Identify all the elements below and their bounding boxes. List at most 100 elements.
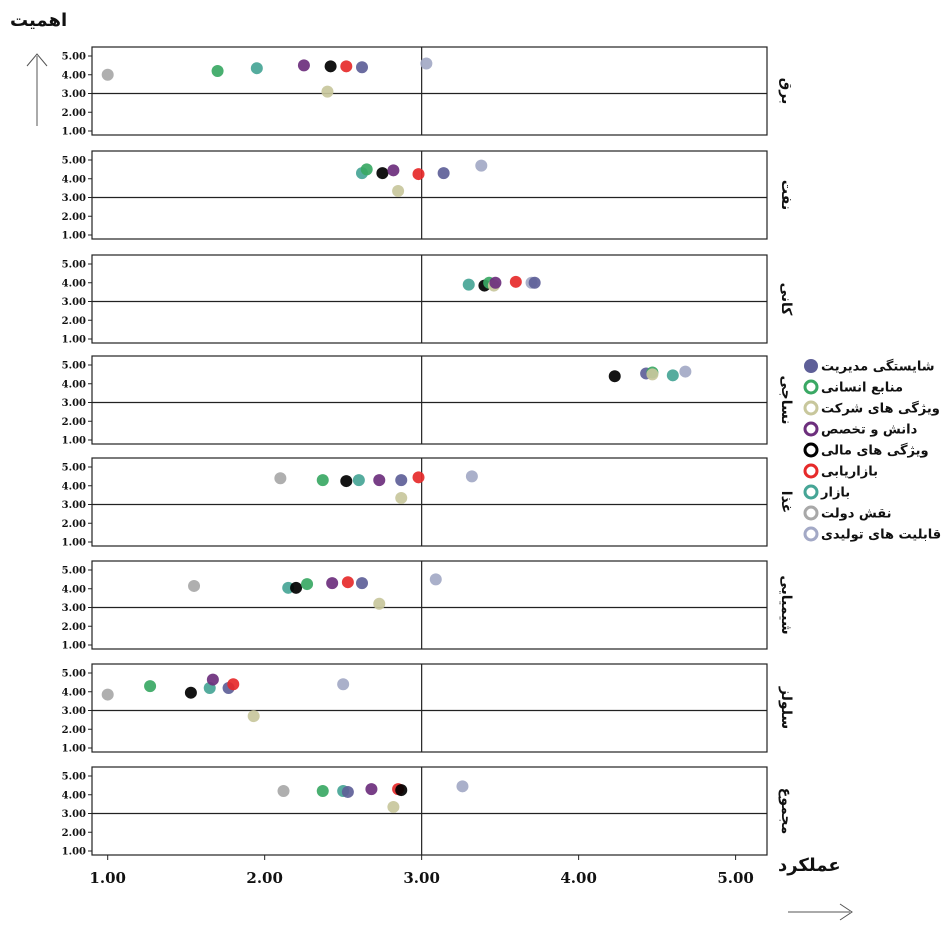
data-point — [277, 785, 290, 797]
panel-label: سلولز — [778, 686, 794, 729]
y-tick-label: 3.00 — [62, 809, 86, 820]
y-tick-label: 2.00 — [62, 725, 86, 736]
data-point — [341, 576, 354, 589]
legend-label: بازار — [820, 486, 850, 501]
y-tick-label: 1.00 — [62, 641, 86, 652]
panel-label: نساجی — [778, 375, 794, 424]
panel-label: کانی — [778, 283, 794, 317]
data-point — [420, 57, 433, 70]
panel-2: 1.00 2.00 3.00 4.00 5.00 نفت — [62, 150, 794, 242]
x-tick-label: 1.00 — [89, 869, 126, 887]
y-axis-title: اهمیت — [10, 10, 67, 31]
y-tick-label: 3.00 — [62, 89, 86, 100]
legend-label: نقش دولت — [821, 507, 892, 522]
y-tick-label: 1.00 — [62, 847, 86, 858]
data-point — [360, 163, 373, 176]
panel-5: 1.00 2.00 3.00 4.00 5.00 غذا — [62, 457, 794, 549]
y-tick-label: 2.00 — [62, 316, 86, 327]
panel-label: برق — [778, 78, 794, 104]
data-point — [412, 168, 425, 181]
panels-layer: 1.00 2.00 3.00 4.00 5.00 برق 1.00 2.00 3.00 4.00 5… — [62, 46, 794, 858]
data-point — [387, 164, 400, 177]
panel-frame — [91, 254, 768, 344]
data-point — [489, 276, 502, 289]
legend-marker — [803, 505, 819, 521]
panel-7: 1.00 2.00 3.00 4.00 5.00 سلولز — [62, 663, 794, 755]
y-tick-label: 3.00 — [62, 603, 86, 614]
panel-frame — [91, 46, 768, 136]
data-point — [465, 470, 478, 483]
legend-marker — [803, 463, 819, 479]
data-point — [475, 159, 488, 172]
legend-marker — [803, 379, 819, 395]
y-axis-arrow-icon — [26, 53, 48, 67]
data-point — [395, 491, 408, 504]
legend-item: نقش دولت — [803, 505, 892, 522]
y-tick-label: 5.00 — [62, 260, 86, 271]
data-point — [376, 167, 389, 180]
legend-marker — [803, 484, 819, 500]
data-point — [227, 678, 240, 691]
data-point — [250, 62, 263, 75]
y-tick-label: 3.00 — [62, 500, 86, 511]
panel-label: شیمیایی — [778, 575, 794, 634]
y-tick-label: 5.00 — [62, 566, 86, 577]
legend-marker — [804, 359, 818, 373]
data-point — [608, 370, 621, 383]
x-tick-label: 2.00 — [246, 869, 283, 887]
y-axis-title-group: اهمیت — [10, 10, 67, 126]
y-tick-label: 5.00 — [62, 463, 86, 474]
panel-label: غذا — [778, 491, 794, 513]
data-point — [395, 474, 408, 487]
legend-label: ویژگی های شرکت — [821, 401, 940, 417]
panel-6: 1.00 2.00 3.00 4.00 5.00 شیمیایی — [62, 560, 794, 652]
y-tick-label: 4.00 — [62, 481, 86, 492]
data-point — [412, 471, 425, 484]
legend-marker — [803, 421, 819, 437]
legend-item: قابلیت های تولیدی — [803, 526, 941, 543]
legend-label: منابع انسانی — [821, 381, 903, 396]
data-point — [356, 61, 368, 74]
legend-item: بازاریابی — [803, 463, 878, 480]
y-tick-label: 4.00 — [62, 584, 86, 595]
y-tick-label: 2.00 — [62, 828, 86, 839]
legend-label: شایستگی مدیریت — [821, 359, 935, 375]
x-axis-title: عملکرد — [778, 855, 841, 876]
y-tick-label: 3.00 — [62, 706, 86, 717]
legend-label: بازاریابی — [821, 465, 878, 480]
data-point — [646, 368, 659, 381]
legend-item: دانش و تخصص — [803, 421, 918, 438]
data-point — [395, 784, 408, 797]
panel-frame — [91, 560, 768, 650]
y-tick-label: 3.00 — [62, 297, 86, 308]
y-tick-label: 1.00 — [62, 127, 86, 138]
data-point — [340, 475, 353, 488]
x-tick-label: 4.00 — [560, 869, 597, 887]
y-tick-label: 2.00 — [62, 622, 86, 633]
x-tick-label: 3.00 — [403, 869, 440, 887]
panel-3: 1.00 2.00 3.00 4.00 5.00 کانی — [62, 254, 794, 346]
data-point — [679, 365, 692, 378]
data-point — [316, 474, 329, 487]
data-point — [297, 59, 310, 72]
y-tick-label: 5.00 — [62, 669, 86, 680]
data-point — [321, 85, 334, 98]
y-tick-label: 5.00 — [62, 772, 86, 783]
y-tick-label: 4.00 — [62, 70, 86, 81]
data-point — [274, 472, 287, 485]
data-point — [509, 275, 522, 288]
data-point — [101, 688, 114, 701]
data-point — [356, 577, 368, 590]
data-point — [290, 581, 303, 594]
legend-item: ویژگی های مالی — [803, 442, 929, 459]
x-axis-layer: 1.00 2.00 3.00 4.00 5.00 — [89, 855, 754, 887]
legend-item: شایستگی مدیریت — [804, 359, 935, 375]
x-tick-label: 5.00 — [717, 869, 754, 887]
data-point — [528, 276, 541, 289]
y-tick-label: 5.00 — [62, 156, 86, 167]
y-tick-label: 3.00 — [62, 398, 86, 409]
y-tick-label: 2.00 — [62, 417, 86, 428]
panel-1: 1.00 2.00 3.00 4.00 5.00 برق — [62, 46, 794, 138]
y-tick-label: 3.00 — [62, 193, 86, 204]
data-point — [373, 597, 386, 610]
